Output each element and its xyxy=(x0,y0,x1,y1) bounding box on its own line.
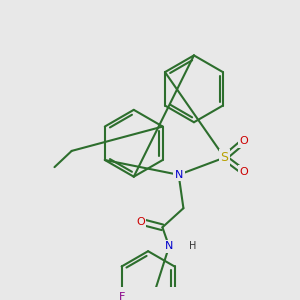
Text: O: O xyxy=(136,217,145,226)
Text: N: N xyxy=(175,170,183,180)
Text: O: O xyxy=(239,136,248,146)
Text: N: N xyxy=(165,242,173,251)
Text: H: H xyxy=(189,242,197,251)
Text: S: S xyxy=(220,151,229,164)
Text: F: F xyxy=(118,292,125,300)
Text: O: O xyxy=(239,167,248,177)
